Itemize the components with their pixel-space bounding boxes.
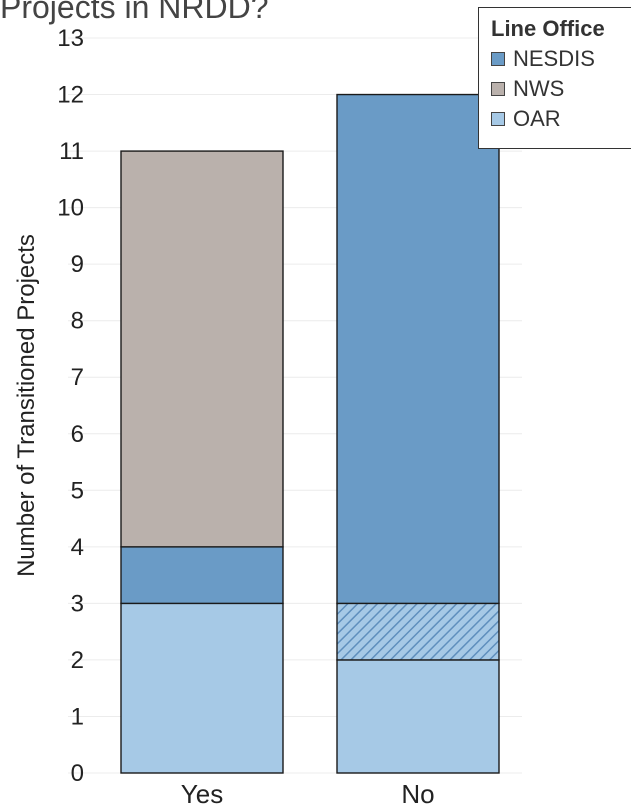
legend: Line Office NESDIS NWS OAR — [478, 7, 631, 149]
bars — [120, 93, 500, 774]
bar-segment-no-nesdis — [336, 93, 500, 605]
y-tick-label: 6 — [71, 421, 84, 448]
legend-swatch-nws — [491, 82, 505, 96]
y-tick-label: 13 — [57, 25, 84, 52]
legend-title: Line Office — [491, 16, 605, 41]
y-tick-label: 3 — [71, 590, 84, 617]
y-tick-label: 12 — [57, 82, 84, 109]
x-category-label: Yes — [181, 779, 223, 809]
y-tick-label: 4 — [71, 534, 84, 561]
bar-segment-no-oar — [336, 659, 500, 774]
y-tick-label: 10 — [57, 195, 84, 222]
y-tick-label: 9 — [71, 251, 84, 278]
legend-item-oar: OAR — [491, 104, 631, 134]
legend-label: OAR — [513, 106, 561, 131]
legend-swatch-nesdis — [491, 52, 505, 66]
y-tick-label: 7 — [71, 364, 84, 391]
bar-segment-yes-nws — [120, 150, 284, 548]
chart-title: Projects in NRDD? — [0, 0, 269, 25]
y-tick-label: 5 — [71, 477, 84, 504]
y-tick-label: 11 — [59, 138, 84, 165]
y-tick-label: 2 — [71, 647, 84, 674]
y-tick-label: 1 — [71, 703, 84, 730]
legend-label: NESDIS — [513, 46, 595, 71]
x-axis-categories: Yes No — [181, 779, 435, 809]
y-axis-title: Number of Transitioned Projects — [13, 234, 40, 577]
legend-swatch-oar — [491, 112, 505, 126]
y-tick-label: 8 — [71, 308, 84, 335]
y-tick-label: 0 — [71, 760, 84, 787]
legend-item-nesdis: NESDIS — [491, 44, 631, 74]
bar-segment-yes-oar — [120, 602, 284, 774]
x-category-label: No — [401, 779, 434, 809]
bar-segment-no-hatched — [336, 602, 500, 661]
legend-label: NWS — [513, 76, 565, 101]
legend-item-nws: NWS — [491, 74, 631, 104]
bar-segment-yes-nesdis — [120, 546, 284, 605]
